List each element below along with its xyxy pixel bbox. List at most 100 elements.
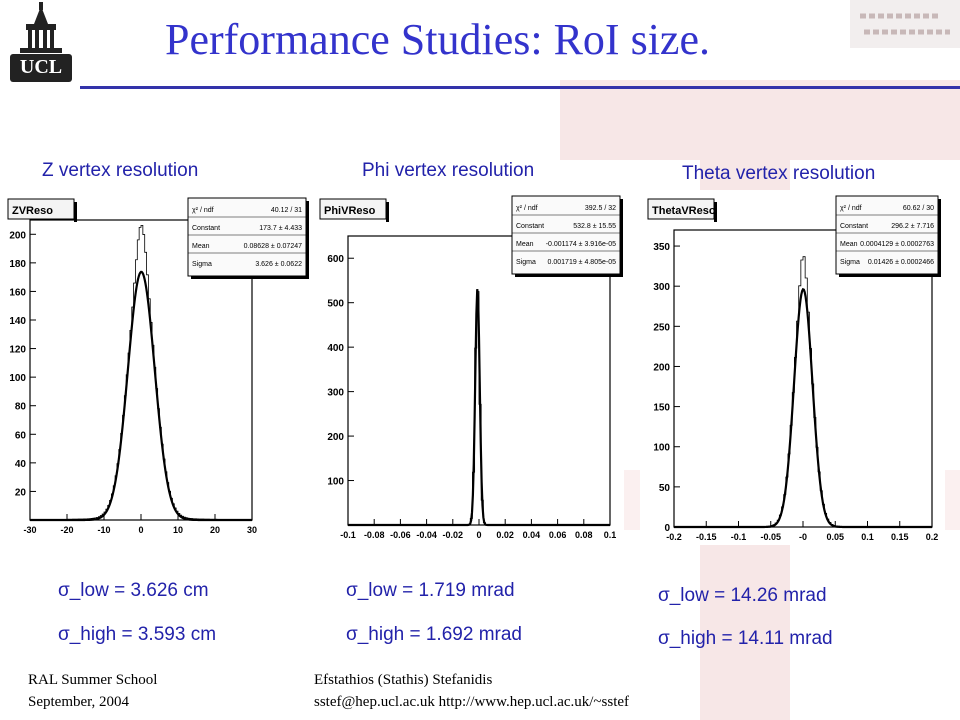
stats-label: χ² / ndf (192, 207, 214, 214)
stats-frame (511, 195, 621, 275)
stats-label: χ² / ndf (840, 205, 862, 212)
histogram-title: PhiVReso (324, 205, 376, 217)
x-tick-label: -0.02 (443, 530, 464, 540)
x-tick-label: -0.06 (390, 530, 411, 540)
z-vertex-caption: Z vertex resolution (42, 160, 199, 181)
stats-label: Sigma (516, 259, 536, 266)
y-tick-label: 180 (9, 259, 26, 270)
x-tick-label: 0 (476, 530, 481, 540)
histogram-title: ThetaVReso (652, 205, 716, 217)
y-tick-label: 120 (9, 345, 26, 356)
x-tick-label: 0.02 (496, 530, 514, 540)
x-tick-label: 0.1 (861, 532, 874, 542)
footer-date: September, 2004 (28, 694, 130, 710)
x-tick-label: -0.1 (340, 530, 356, 540)
phi-vertex-plot: PhiVReso χ² / ndf 392.5 / 32 Constant 532.8 … (312, 190, 624, 545)
x-tick-label: 0.1 (604, 530, 617, 540)
y-tick-label: 300 (653, 282, 670, 293)
footer-event: RAL Summer School (28, 672, 158, 688)
y-tick-label: 0 (664, 523, 670, 534)
phi-sigma-high: σ_high = 1.692 mrad (346, 624, 522, 645)
stats-label: Sigma (840, 259, 860, 266)
y-tick-label: 200 (327, 432, 344, 443)
y-tick-label: 50 (659, 483, 671, 494)
histogram-title-shadow (386, 202, 389, 222)
fit-stats-box: χ² / ndf 60.62 / 30 Constant 296.2 ± 7.716 M… (835, 195, 941, 277)
stats-value: 0.001719 ± 4.805e-05 (548, 259, 617, 266)
x-tick-label: -0.08 (364, 530, 385, 540)
phi-vertex-histogram: PhiVReso χ² / ndf 392.5 / 32 Constant 532.8 … (312, 190, 624, 545)
y-tick-label: 60 (15, 430, 27, 441)
y-tick-label: 100 (9, 373, 26, 384)
x-tick-label: -0.05 (760, 532, 781, 542)
theta-vertex-histogram: ThetaVReso χ² / ndf 60.62 / 30 Constant 296.… (640, 190, 945, 545)
stats-label: Mean (516, 241, 534, 248)
y-tick-label: 140 (9, 316, 26, 327)
stats-value: 392.5 / 32 (585, 205, 616, 212)
fit-stats-box: χ² / ndf 392.5 / 32 Constant 532.8 ± 15.55 M… (511, 195, 623, 277)
y-tick-label: 40 (15, 459, 27, 470)
stats-value: 0.01426 ± 0.0002466 (868, 259, 934, 266)
x-tick-label: 0.05 (826, 532, 844, 542)
x-tick-label: 30 (247, 525, 257, 535)
y-tick-label: 150 (653, 403, 670, 414)
stats-label: Mean (840, 241, 858, 248)
stats-value: -0.001174 ± 3.916e-05 (546, 241, 616, 248)
y-tick-label: 80 (15, 402, 27, 413)
x-tick-label: 20 (210, 525, 220, 535)
fit-stats-box: χ² / ndf 40.12 / 31 Constant 173.7 ± 4.433 M… (187, 197, 309, 279)
histogram-title-box: ZVReso (7, 198, 77, 222)
x-tick-label: -0.2 (666, 532, 682, 542)
gaussian-fit-curve (348, 289, 610, 527)
y-tick-label: 160 (9, 287, 26, 298)
z-vertex-histogram: ZVReso χ² / ndf 40.12 / 31 Constant 173.7 ± … (0, 190, 312, 545)
theta-vertex-caption: Theta vertex resolution (682, 163, 876, 184)
x-tick-label: -0.1 (731, 532, 747, 542)
page-title: Performance Studies: RoI size. (165, 15, 710, 64)
stats-value: 3.626 ± 0.0622 (255, 261, 302, 268)
footer-contact: sstef@hep.ucl.ac.uk http://www.hep.ucl.a… (314, 694, 630, 710)
stats-value: 60.62 / 30 (903, 205, 934, 212)
x-tick-label: 0.06 (549, 530, 567, 540)
y-tick-label: 400 (327, 343, 344, 354)
y-tick-label: 200 (9, 230, 26, 241)
stats-label: Constant (840, 223, 868, 230)
stats-label: χ² / ndf (516, 205, 538, 212)
theta-sigma-high: σ_high = 14.11 mrad (658, 628, 833, 649)
histogram-title-box: ThetaVReso (647, 198, 717, 222)
x-tick-label: 0.08 (575, 530, 593, 540)
background-cross-horizontal (560, 80, 960, 160)
stats-value: 173.7 ± 4.433 (259, 225, 302, 232)
stats-value: 40.12 / 31 (271, 207, 302, 214)
x-tick-label: 0.04 (523, 530, 541, 540)
stats-label: Constant (516, 223, 544, 230)
y-tick-label: 600 (327, 254, 344, 265)
x-tick-label: -30 (23, 525, 36, 535)
x-tick-label: 0.2 (926, 532, 939, 542)
y-tick-label: 200 (653, 362, 670, 373)
footer-author: Efstathios (Stathis) Stefanidis (314, 672, 493, 688)
stats-value: 0.0004129 ± 0.0002763 (860, 241, 934, 248)
title-divider (80, 86, 960, 89)
x-tick-label: -0.04 (416, 530, 437, 540)
stats-value: 532.8 ± 15.55 (573, 223, 616, 230)
y-tick-label: 20 (15, 487, 27, 498)
y-tick-label: 350 (653, 242, 670, 253)
stats-frame (187, 197, 307, 277)
y-tick-label: 300 (327, 388, 344, 399)
histogram-title-shadow (74, 202, 77, 222)
z-sigma-low: σ_low = 3.626 cm (58, 580, 209, 601)
gaussian-fit-curve (30, 270, 252, 522)
x-tick-label: -20 (60, 525, 73, 535)
x-tick-label: -10 (97, 525, 110, 535)
histogram-title-box: PhiVReso (319, 198, 389, 222)
histogram-title: ZVReso (12, 205, 53, 217)
stats-value: 296.2 ± 7.716 (891, 223, 934, 230)
theta-sigma-low: σ_low = 14.26 mrad (658, 585, 827, 606)
y-tick-label: 100 (653, 443, 670, 454)
phi-sigma-low: σ_low = 1.719 mrad (346, 580, 515, 601)
x-tick-label: -0 (799, 532, 807, 542)
theta-vertex-plot: ThetaVReso χ² / ndf 60.62 / 30 Constant 296.… (640, 190, 945, 545)
gaussian-fit-curve (674, 287, 932, 529)
y-tick-label: 100 (327, 477, 344, 488)
